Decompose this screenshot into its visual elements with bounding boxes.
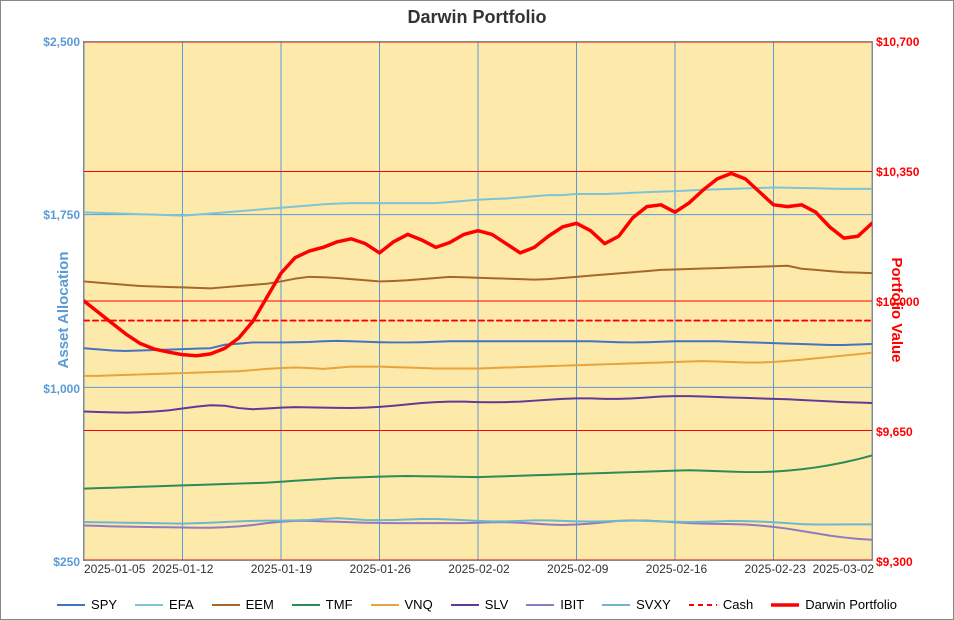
legend: SPY EFA EEM TMF VNQ SLV IBIT SVXY Cash Darwin Por… bbox=[1, 597, 953, 612]
y-left-tick-label: $2,500 bbox=[43, 35, 84, 49]
chart-title: Darwin Portfolio bbox=[1, 7, 953, 28]
x-tick-label: 2025-01-12 bbox=[152, 560, 213, 576]
y-left-tick-label: $1,000 bbox=[43, 382, 84, 396]
legend-label: EEM bbox=[246, 597, 274, 612]
y-left-tick-label: $250 bbox=[53, 555, 84, 569]
legend-swatch bbox=[371, 600, 399, 610]
plot-area: 2025-01-052025-01-122025-01-192025-01-26… bbox=[83, 41, 873, 561]
legend-swatch bbox=[212, 600, 240, 610]
legend-item-SLV: SLV bbox=[451, 597, 509, 612]
legend-swatch bbox=[57, 600, 85, 610]
legend-item-Cash: Cash bbox=[689, 597, 753, 612]
legend-item-SPY: SPY bbox=[57, 597, 117, 612]
y-right-tick-label: $9,650 bbox=[872, 425, 913, 439]
legend-item-IBIT: IBIT bbox=[526, 597, 584, 612]
legend-label: SVXY bbox=[636, 597, 671, 612]
legend-item-EEM: EEM bbox=[212, 597, 274, 612]
legend-label: SLV bbox=[485, 597, 509, 612]
legend-swatch bbox=[602, 600, 630, 610]
y-right-tick-label: $9,300 bbox=[872, 555, 913, 569]
chart-container: Darwin Portfolio Asset Allocation Portfo… bbox=[0, 0, 954, 620]
y-right-tick-label: $10,000 bbox=[872, 295, 919, 309]
legend-label: SPY bbox=[91, 597, 117, 612]
x-tick-label: 2025-02-16 bbox=[646, 560, 707, 576]
legend-swatch bbox=[292, 600, 320, 610]
legend-item-EFA: EFA bbox=[135, 597, 194, 612]
legend-label: TMF bbox=[326, 597, 353, 612]
legend-item-VNQ: VNQ bbox=[371, 597, 433, 612]
x-tick-label: 2025-01-05 bbox=[84, 560, 145, 576]
legend-swatch bbox=[526, 600, 554, 610]
legend-label: VNQ bbox=[405, 597, 433, 612]
legend-swatch bbox=[135, 600, 163, 610]
legend-swatch bbox=[689, 600, 717, 610]
y-axis-left-title: Asset Allocation bbox=[55, 252, 72, 369]
y-right-tick-label: $10,700 bbox=[872, 35, 919, 49]
x-tick-label: 2025-02-02 bbox=[448, 560, 509, 576]
x-tick-label: 2025-01-19 bbox=[251, 560, 312, 576]
legend-swatch bbox=[771, 600, 799, 610]
y-left-tick-label: $1,750 bbox=[43, 208, 84, 222]
legend-swatch bbox=[451, 600, 479, 610]
x-tick-label: 2025-03-02 bbox=[813, 560, 874, 576]
legend-label: EFA bbox=[169, 597, 194, 612]
legend-item-SVXY: SVXY bbox=[602, 597, 671, 612]
y-right-tick-label: $10,350 bbox=[872, 165, 919, 179]
x-tick-label: 2025-02-23 bbox=[745, 560, 806, 576]
chart-svg bbox=[84, 42, 872, 560]
x-tick-label: 2025-01-26 bbox=[350, 560, 411, 576]
legend-label: IBIT bbox=[560, 597, 584, 612]
legend-label: Cash bbox=[723, 597, 753, 612]
y-axis-right-title: Portfolio Value bbox=[888, 257, 905, 362]
legend-item-DarwinPortfolio: Darwin Portfolio bbox=[771, 597, 897, 612]
legend-label: Darwin Portfolio bbox=[805, 597, 897, 612]
legend-item-TMF: TMF bbox=[292, 597, 353, 612]
x-tick-label: 2025-02-09 bbox=[547, 560, 608, 576]
